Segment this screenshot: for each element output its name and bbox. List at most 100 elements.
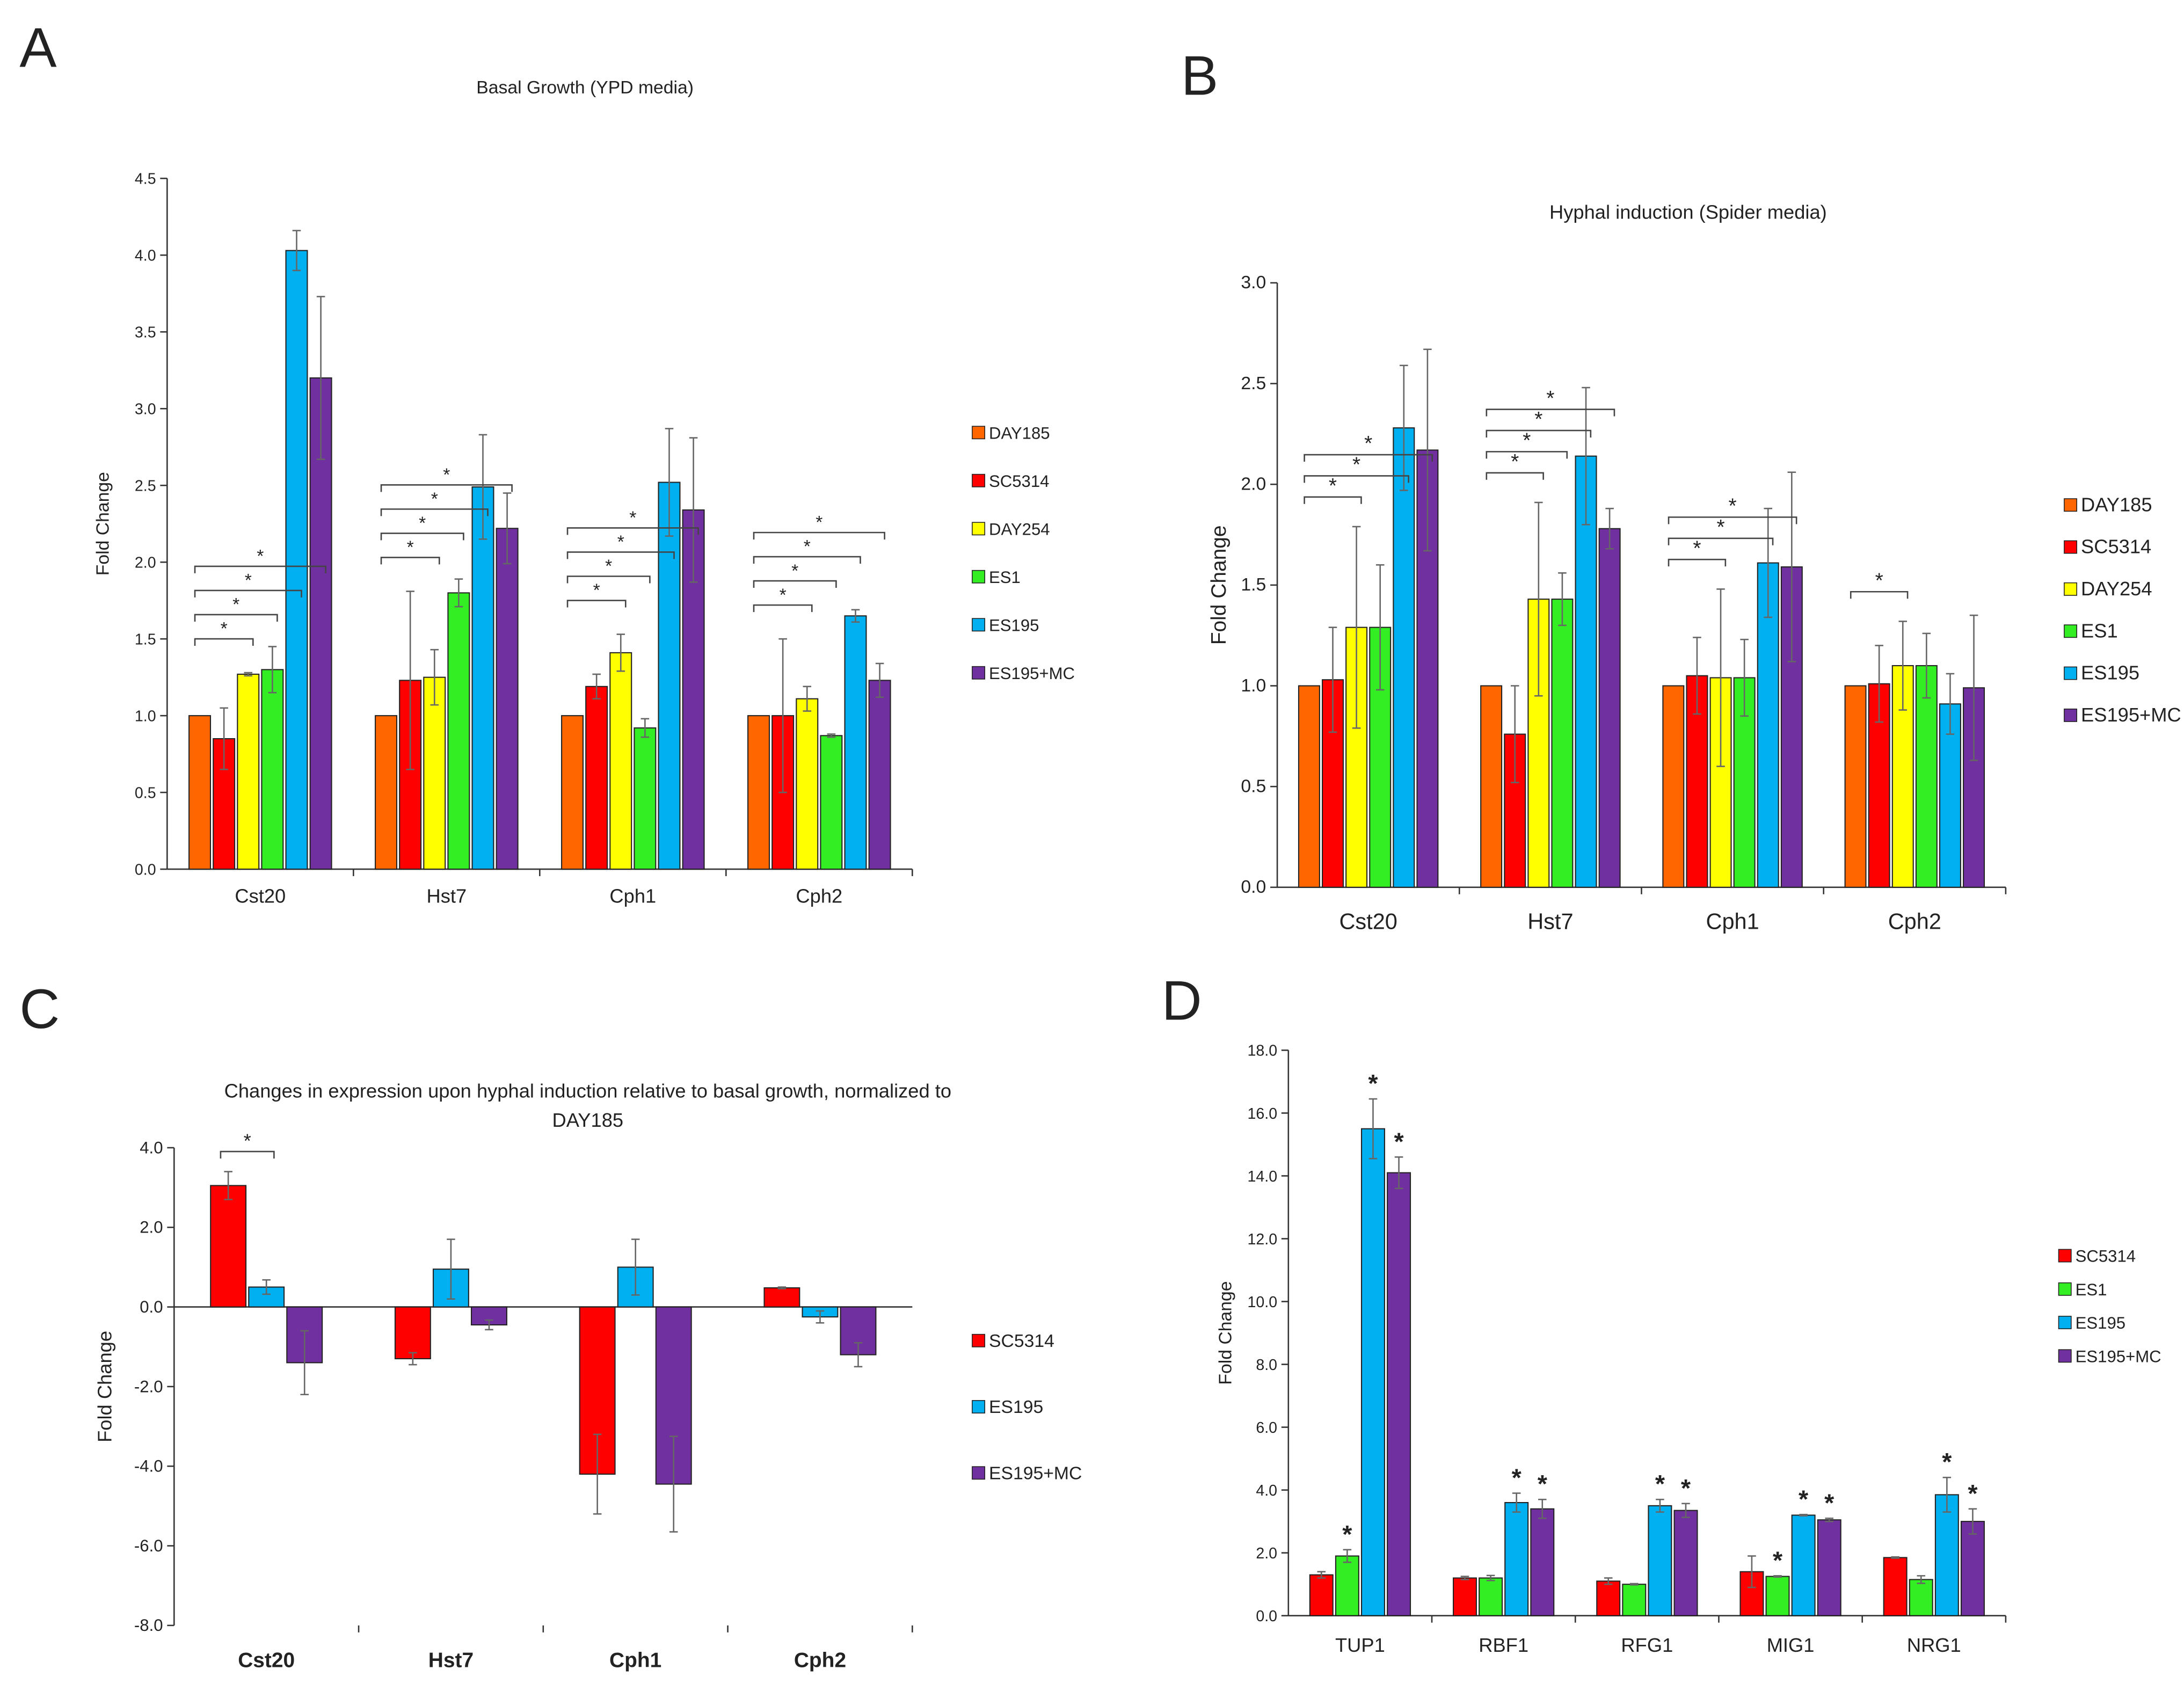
y-tick-label: 18.0 bbox=[1248, 1043, 1278, 1060]
legend-swatch bbox=[2064, 498, 2078, 512]
significance-bracket bbox=[566, 527, 699, 535]
y-tick-label: 4.5 bbox=[135, 171, 156, 188]
bar-es1-cph2 bbox=[1915, 665, 1938, 888]
bar-es1-rbf1 bbox=[1479, 1577, 1503, 1616]
y-tick-label: -8.0 bbox=[134, 1616, 163, 1635]
significance-star: * bbox=[1875, 569, 1883, 592]
bar-es195-cph1 bbox=[658, 482, 681, 870]
significance-star: * bbox=[1799, 1485, 1809, 1513]
significance-star: * bbox=[1511, 450, 1519, 473]
bar-es1-hst7 bbox=[447, 592, 470, 870]
legend-swatch bbox=[972, 1333, 986, 1347]
bar-day254-cst20 bbox=[237, 673, 260, 870]
legend-label: ES195 bbox=[2076, 1314, 2125, 1332]
legend-swatch bbox=[972, 618, 986, 632]
significance-star: * bbox=[1538, 1470, 1548, 1498]
bar-day185-cph2 bbox=[1844, 685, 1867, 888]
significance-star: * bbox=[1368, 1069, 1378, 1097]
significance-bracket bbox=[753, 580, 837, 588]
legend-swatch bbox=[972, 522, 986, 536]
legend-swatch bbox=[2064, 540, 2078, 554]
legend-swatch bbox=[2058, 1249, 2072, 1263]
significance-star: * bbox=[1342, 1520, 1352, 1548]
chart-c-title: Changes in expression upon hyphal induct… bbox=[224, 1080, 951, 1102]
significance-star: * bbox=[1352, 454, 1360, 477]
significance-star: * bbox=[232, 594, 239, 615]
significance-bracket bbox=[1486, 409, 1615, 417]
legend-swatch bbox=[972, 1466, 986, 1480]
bar-es195-cst20 bbox=[1393, 427, 1415, 888]
legend-swatch bbox=[972, 666, 986, 680]
significance-bracket bbox=[1486, 472, 1544, 480]
category-label: Cph1 bbox=[609, 1649, 661, 1672]
legend-swatch bbox=[2058, 1316, 2072, 1330]
bar-es195-cst20 bbox=[285, 250, 308, 870]
significance-bracket bbox=[753, 556, 861, 564]
legend-swatch bbox=[2064, 582, 2078, 596]
y-tick-label: 4.0 bbox=[1256, 1482, 1277, 1499]
bar-es1-mig1 bbox=[1765, 1576, 1790, 1616]
y-tick-label: 4.0 bbox=[135, 247, 156, 265]
category-label: TUP1 bbox=[1335, 1634, 1385, 1656]
y-tick-label: 0.0 bbox=[135, 861, 156, 878]
legend-swatch bbox=[2064, 666, 2078, 680]
panel-letter-c: C bbox=[19, 978, 60, 1040]
bar-day185-cph1 bbox=[561, 715, 584, 870]
significance-star: * bbox=[1512, 1464, 1522, 1492]
significance-bracket bbox=[1304, 454, 1433, 462]
category-label: Cst20 bbox=[235, 885, 286, 907]
bar-es195-mc-mig1 bbox=[1817, 1519, 1841, 1616]
bar-es195-mc-cph2 bbox=[868, 680, 891, 870]
category-label: MIG1 bbox=[1767, 1634, 1815, 1656]
significance-star: * bbox=[443, 465, 450, 485]
bar-es195-mc-tup1 bbox=[1387, 1172, 1411, 1616]
y-tick-label: 2.5 bbox=[135, 478, 156, 495]
y-tick-label: 6.0 bbox=[1256, 1419, 1277, 1437]
significance-bracket bbox=[1668, 516, 1797, 524]
bar-es195-mc-hst7 bbox=[1598, 528, 1621, 888]
bar-es195-mig1 bbox=[1791, 1514, 1816, 1616]
bar-es195-rbf1 bbox=[1504, 1502, 1529, 1616]
bar-sc5314-cst20 bbox=[213, 738, 236, 870]
y-tick-label: 4.0 bbox=[140, 1138, 163, 1157]
legend-label: DAY254 bbox=[989, 520, 1050, 538]
significance-star: * bbox=[431, 489, 438, 509]
bar-es1-cst20 bbox=[261, 669, 284, 870]
significance-star: * bbox=[244, 1129, 251, 1151]
significance-star: * bbox=[1824, 1489, 1834, 1517]
legend-label: SC5314 bbox=[2081, 536, 2151, 558]
y-tick-label: 3.0 bbox=[135, 401, 156, 418]
y-tick-label: 1.5 bbox=[135, 631, 156, 648]
bar-es1-hst7 bbox=[1551, 599, 1574, 888]
y-tick-label: 16.0 bbox=[1248, 1105, 1278, 1123]
y-tick-label: 3.5 bbox=[135, 324, 156, 341]
significance-bracket bbox=[380, 508, 489, 516]
bar-es195-mc-rbf1 bbox=[1530, 1508, 1555, 1616]
significance-star: * bbox=[791, 560, 798, 581]
significance-bracket bbox=[194, 565, 326, 573]
significance-star: * bbox=[1681, 1474, 1691, 1502]
legend-swatch bbox=[2064, 708, 2078, 722]
y-tick-label: -4.0 bbox=[134, 1457, 163, 1476]
category-label: RFG1 bbox=[1621, 1634, 1673, 1656]
y-axis-label: Fold Change bbox=[92, 472, 113, 575]
bar-es1-tup1 bbox=[1335, 1555, 1359, 1616]
category-label: Hst7 bbox=[1527, 909, 1573, 934]
panel-letter-b: B bbox=[1181, 45, 1218, 107]
y-tick-label: 2.0 bbox=[140, 1218, 163, 1237]
legend-label: ES1 bbox=[2081, 619, 2118, 642]
significance-bracket bbox=[380, 557, 440, 565]
category-label: Cph2 bbox=[1888, 909, 1941, 934]
y-tick-label: 10.0 bbox=[1248, 1294, 1278, 1311]
bar-sc5314-cst20 bbox=[210, 1185, 247, 1308]
significance-bracket bbox=[566, 600, 627, 608]
significance-star: * bbox=[629, 508, 636, 528]
bar-day185-hst7 bbox=[375, 715, 398, 870]
category-label: Cph2 bbox=[794, 1649, 846, 1672]
legend-label: SC5314 bbox=[989, 472, 1049, 491]
chart-b-title: Hyphal induction (Spider media) bbox=[1549, 201, 1827, 223]
legend-swatch bbox=[972, 570, 986, 584]
bar-sc5314-cph1 bbox=[585, 686, 608, 870]
y-tick-label: 0.0 bbox=[1241, 877, 1266, 897]
